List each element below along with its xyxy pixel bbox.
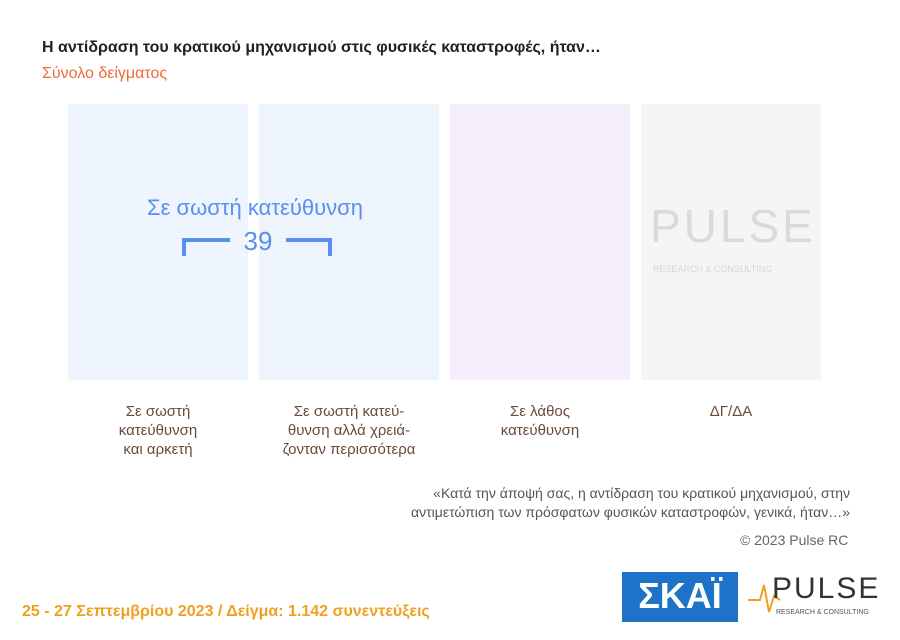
footer: 25 - 27 Σεπτεμβρίου 2023 / Δείγμα: 1.142…: [22, 603, 430, 620]
watermark: PULSE: [650, 200, 816, 252]
copyright: © 2023 Pulse RC: [740, 532, 848, 548]
annotation-value: 39: [244, 226, 273, 256]
chart-title: Η αντίδραση του κρατικού μηχανισμού στις…: [42, 39, 601, 56]
note: «Κατά την άποψή σας, η αντίδραση του κρα…: [411, 485, 850, 520]
bracket: [182, 238, 332, 256]
skai-logo: [622, 572, 738, 622]
x-tick-label: Σε σωστή κατεύ- θυνση αλλά χρειά- ζονταν…: [282, 403, 416, 458]
annotation-label: Σε σωστή κατεύθυνση: [147, 195, 363, 220]
x-tick-label: ΔΓ/ΔΑ: [709, 403, 753, 420]
pulse-logo: PULSE: [772, 572, 880, 605]
panel: [641, 104, 821, 380]
panel: [450, 104, 630, 380]
watermark-sub: RESEARCH & CONSULTING: [653, 264, 772, 274]
x-tick-label: Σε λάθος κατεύθυνση: [500, 403, 580, 439]
chart-subtitle: Σύνολο δείγματος: [42, 65, 167, 82]
pulse-logo-line: [748, 584, 781, 613]
pulse-logo-sub: RESEARCH & CONSULTING: [776, 609, 869, 616]
x-tick-label: Σε σωστή κατεύθυνση και αρκετή: [118, 403, 198, 458]
skai-logo-text: ΣΚΑΪ: [638, 575, 723, 616]
